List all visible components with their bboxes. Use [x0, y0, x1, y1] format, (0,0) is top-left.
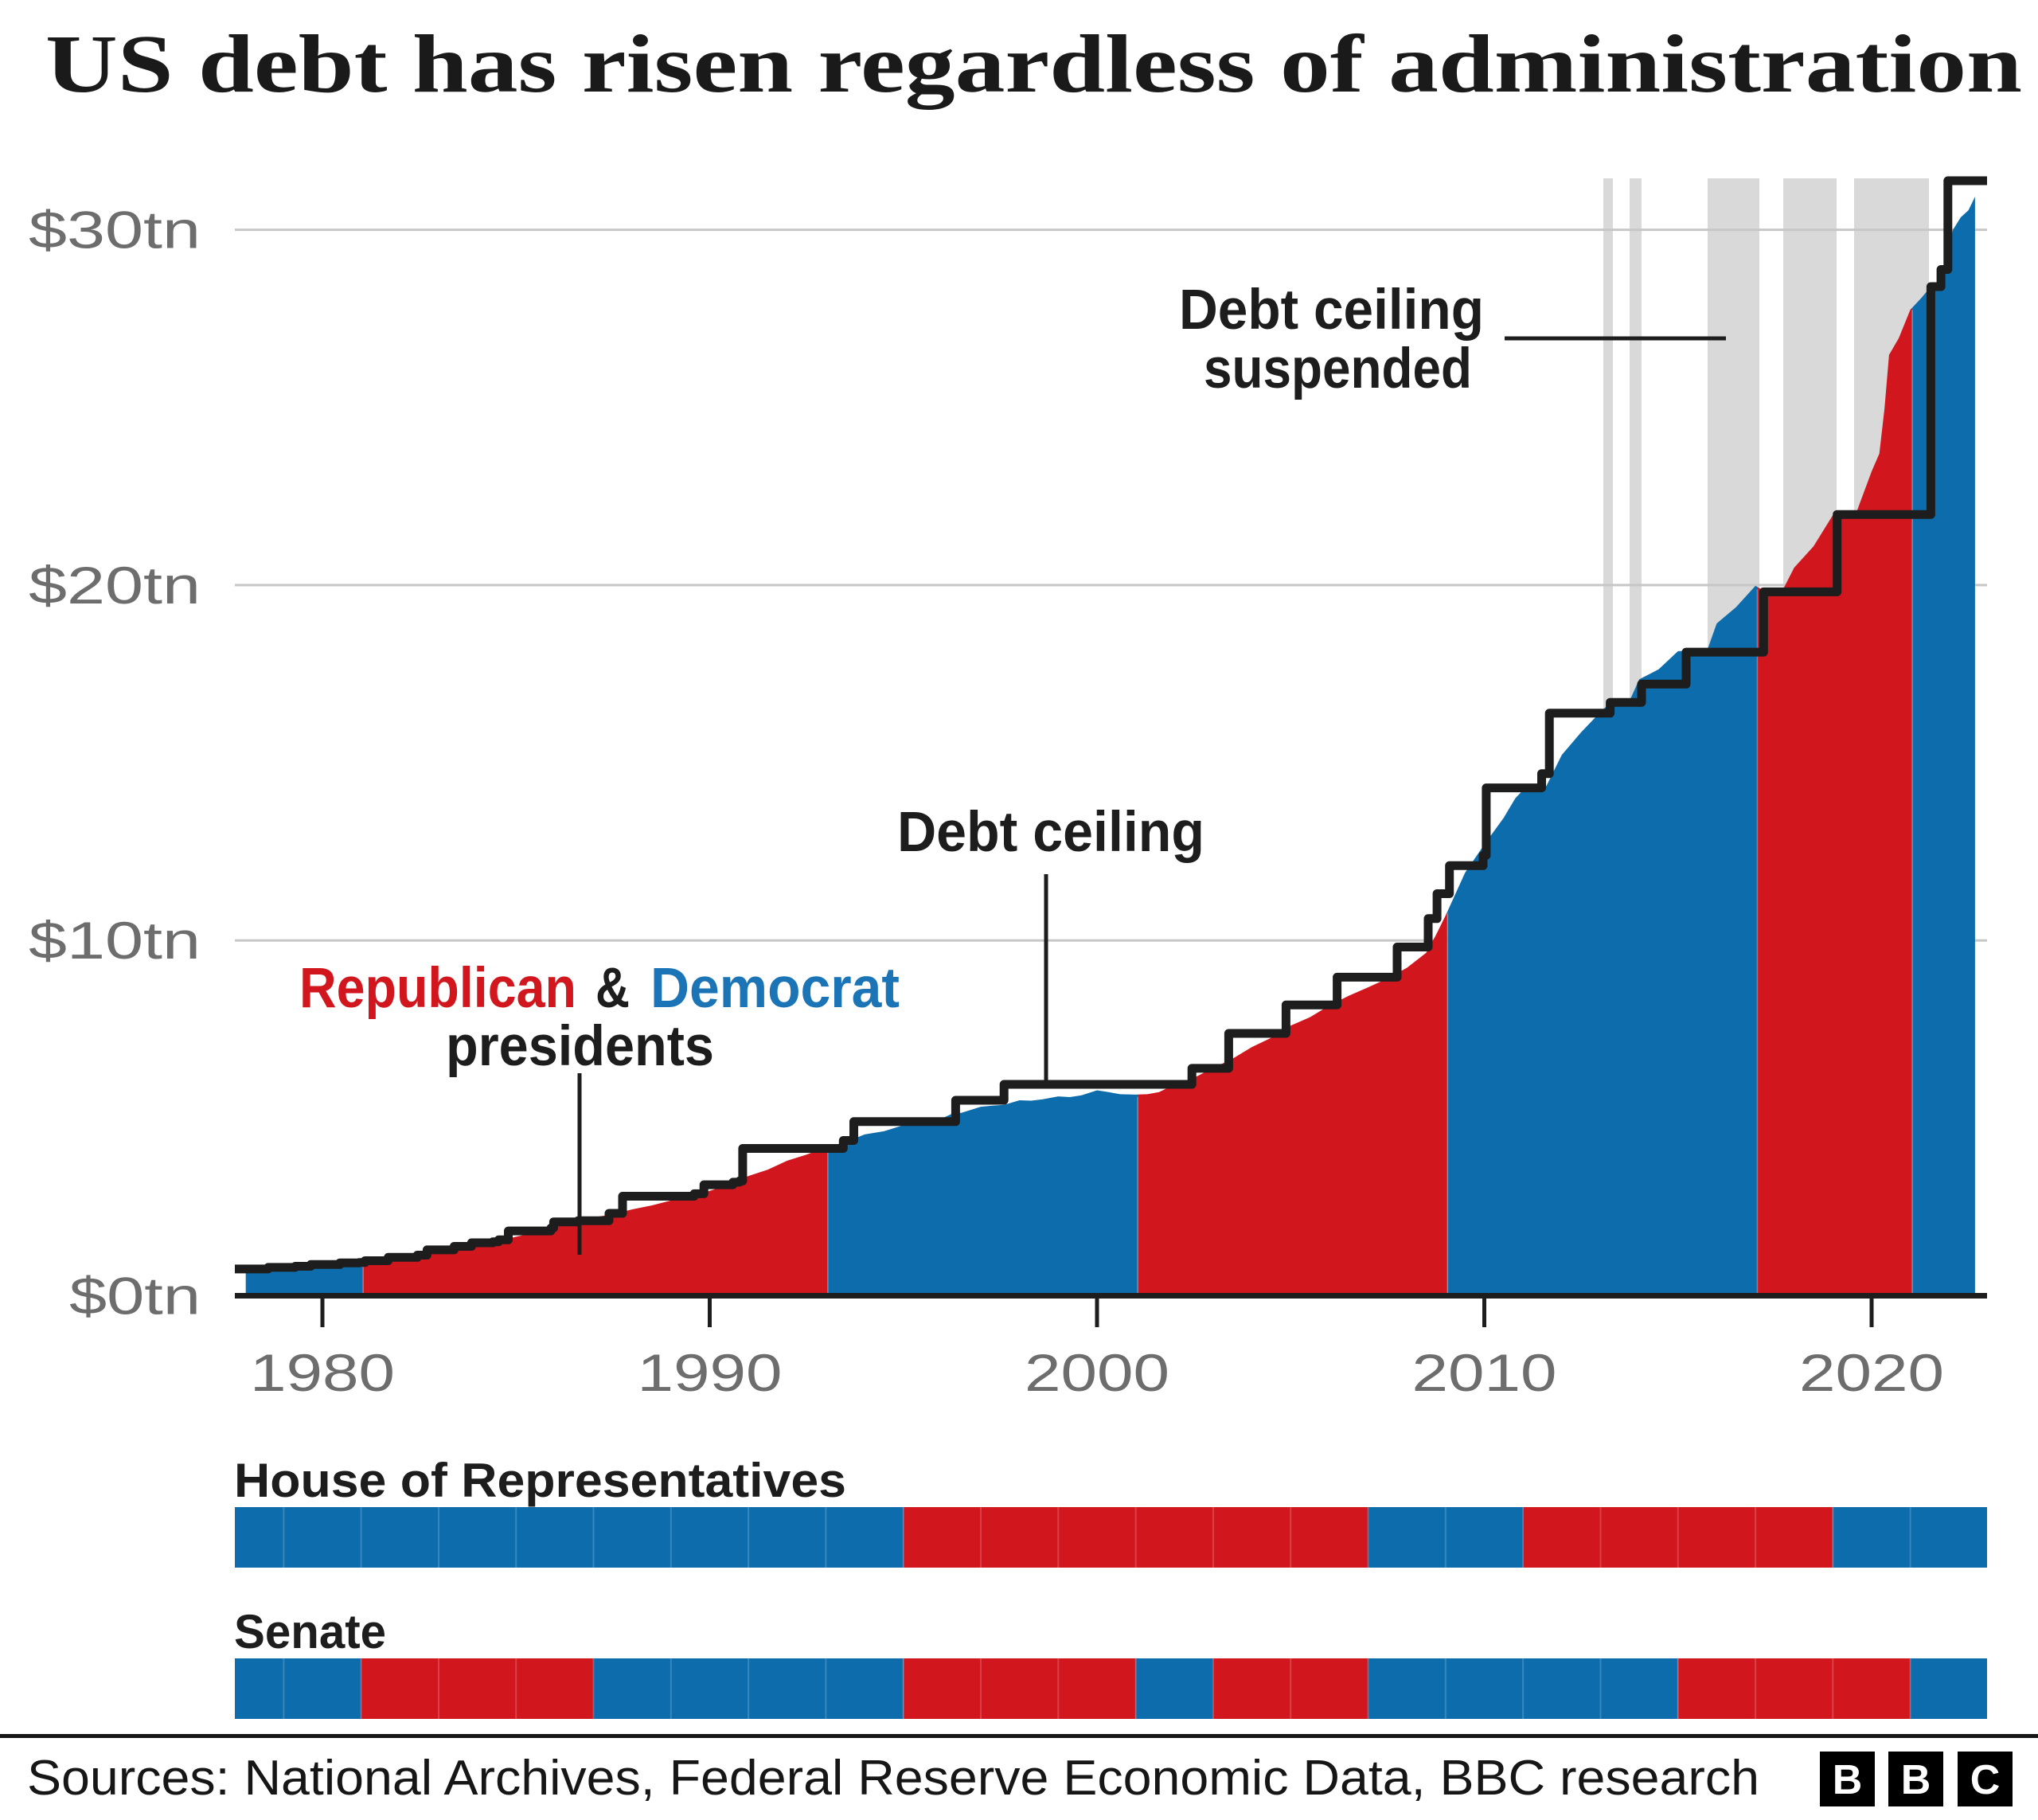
svg-text:suspended: suspended	[1204, 338, 1472, 400]
svg-text:&: &	[595, 957, 630, 1020]
svg-text:Debt ceiling: Debt ceiling	[1179, 279, 1484, 342]
svg-text:Republican: Republican	[299, 957, 576, 1020]
svg-text:$0tn: $0tn	[69, 1267, 201, 1326]
svg-text:Democrat: Democrat	[650, 957, 900, 1020]
svg-text:Senate: Senate	[234, 1605, 386, 1658]
svg-text:Debt ceiling: Debt ceiling	[897, 801, 1204, 864]
svg-text:2000: 2000	[1025, 1343, 1169, 1402]
svg-text:1990: 1990	[638, 1343, 783, 1402]
svg-text:B: B	[1833, 1757, 1863, 1803]
svg-text:B: B	[1901, 1757, 1931, 1803]
svg-text:Sources: National Archives, Fe: Sources: National Archives, Federal Rese…	[27, 1751, 1759, 1806]
svg-text:C: C	[1970, 1757, 2001, 1803]
svg-text:$10tn: $10tn	[29, 911, 201, 970]
svg-text:1980: 1980	[250, 1343, 395, 1402]
svg-text:2020: 2020	[1799, 1343, 1944, 1402]
svg-text:presidents: presidents	[446, 1015, 714, 1078]
svg-text:2010: 2010	[1412, 1343, 1557, 1402]
svg-text:US debt has risen regardless o: US debt has risen regardless of administ…	[45, 18, 2022, 110]
svg-text:House of Representatives: House of Representatives	[234, 1454, 846, 1507]
svg-text:$20tn: $20tn	[29, 556, 201, 615]
svg-text:$30tn: $30tn	[29, 201, 201, 260]
